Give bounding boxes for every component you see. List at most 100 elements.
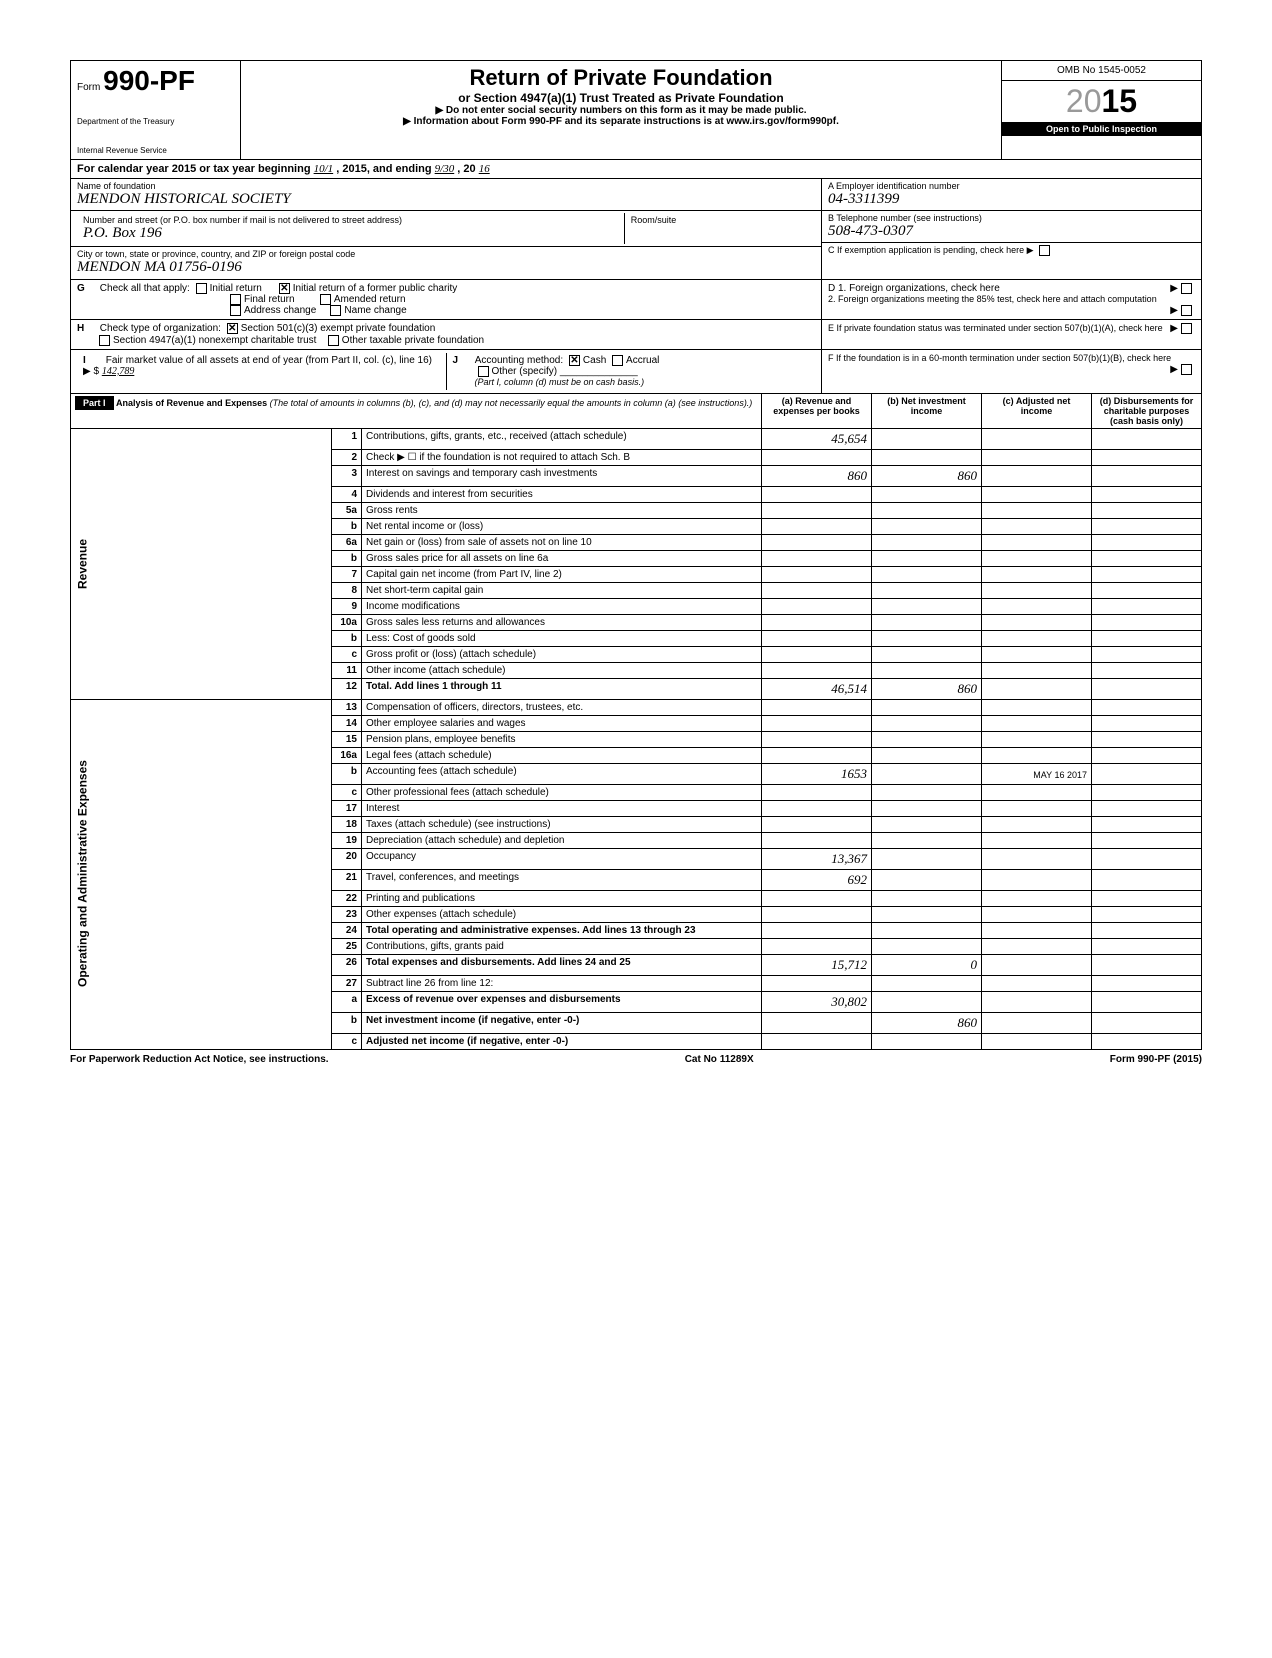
row-col-a[interactable] bbox=[762, 566, 872, 582]
row-col-d[interactable] bbox=[1092, 630, 1202, 646]
row-col-b[interactable] bbox=[872, 784, 982, 800]
row-col-c[interactable] bbox=[982, 566, 1092, 582]
j-accrual[interactable] bbox=[612, 355, 623, 366]
row-col-a[interactable] bbox=[762, 502, 872, 518]
row-col-d[interactable] bbox=[1092, 566, 1202, 582]
row-col-c[interactable] bbox=[982, 699, 1092, 715]
row-col-c[interactable]: MAY 16 2017 bbox=[982, 763, 1092, 784]
row-col-d[interactable] bbox=[1092, 763, 1202, 784]
row-col-d[interactable] bbox=[1092, 582, 1202, 598]
row-col-d[interactable] bbox=[1092, 1012, 1202, 1033]
g-initial-return[interactable] bbox=[196, 283, 207, 294]
row-col-b[interactable] bbox=[872, 763, 982, 784]
row-col-d[interactable] bbox=[1092, 699, 1202, 715]
row-col-b[interactable] bbox=[872, 614, 982, 630]
row-col-d[interactable] bbox=[1092, 518, 1202, 534]
row-col-d[interactable] bbox=[1092, 954, 1202, 975]
row-col-b[interactable] bbox=[872, 906, 982, 922]
row-col-b[interactable] bbox=[872, 502, 982, 518]
row-col-b[interactable] bbox=[872, 518, 982, 534]
row-col-a[interactable] bbox=[762, 1012, 872, 1033]
row-col-a[interactable]: 13,367 bbox=[762, 848, 872, 869]
row-col-b[interactable] bbox=[872, 747, 982, 763]
row-col-a[interactable]: 30,802 bbox=[762, 991, 872, 1012]
row-col-c[interactable] bbox=[982, 715, 1092, 731]
row-col-c[interactable] bbox=[982, 428, 1092, 449]
g-address-change[interactable] bbox=[230, 305, 241, 316]
row-col-c[interactable] bbox=[982, 848, 1092, 869]
row-col-b[interactable] bbox=[872, 848, 982, 869]
row-col-b[interactable]: 0 bbox=[872, 954, 982, 975]
row-col-a[interactable] bbox=[762, 662, 872, 678]
row-col-b[interactable] bbox=[872, 832, 982, 848]
j-other[interactable] bbox=[478, 366, 489, 377]
i-value[interactable]: 142,789 bbox=[102, 366, 135, 377]
row-col-d[interactable] bbox=[1092, 465, 1202, 486]
row-col-b[interactable] bbox=[872, 975, 982, 991]
row-col-c[interactable] bbox=[982, 630, 1092, 646]
row-col-b[interactable]: 860 bbox=[872, 678, 982, 699]
row-col-b[interactable] bbox=[872, 630, 982, 646]
row-col-a[interactable] bbox=[762, 646, 872, 662]
ein-value[interactable]: 04-3311399 bbox=[828, 191, 1195, 208]
row-col-c[interactable] bbox=[982, 816, 1092, 832]
c-checkbox[interactable] bbox=[1039, 245, 1050, 256]
row-col-b[interactable] bbox=[872, 428, 982, 449]
row-col-b[interactable] bbox=[872, 534, 982, 550]
row-col-a[interactable]: 1653 bbox=[762, 763, 872, 784]
row-col-a[interactable]: 46,514 bbox=[762, 678, 872, 699]
row-col-b[interactable] bbox=[872, 800, 982, 816]
row-col-c[interactable] bbox=[982, 922, 1092, 938]
row-col-a[interactable]: 15,712 bbox=[762, 954, 872, 975]
foundation-name[interactable]: MENDON HISTORICAL SOCIETY bbox=[77, 191, 815, 208]
g-final-return[interactable] bbox=[230, 294, 241, 305]
row-col-a[interactable] bbox=[762, 598, 872, 614]
h-4947[interactable] bbox=[99, 335, 110, 346]
calyear-endyear[interactable]: 16 bbox=[479, 163, 490, 175]
row-col-b[interactable] bbox=[872, 646, 982, 662]
row-col-a[interactable] bbox=[762, 922, 872, 938]
row-col-a[interactable] bbox=[762, 486, 872, 502]
f-checkbox[interactable] bbox=[1181, 364, 1192, 375]
row-col-a[interactable] bbox=[762, 1033, 872, 1049]
row-col-a[interactable] bbox=[762, 715, 872, 731]
calyear-begin[interactable]: 10/1 bbox=[314, 163, 334, 175]
row-col-d[interactable] bbox=[1092, 646, 1202, 662]
row-col-d[interactable] bbox=[1092, 938, 1202, 954]
row-col-a[interactable] bbox=[762, 550, 872, 566]
row-col-d[interactable] bbox=[1092, 922, 1202, 938]
row-col-a[interactable] bbox=[762, 975, 872, 991]
row-col-d[interactable] bbox=[1092, 486, 1202, 502]
row-col-a[interactable] bbox=[762, 731, 872, 747]
row-col-d[interactable] bbox=[1092, 800, 1202, 816]
row-col-b[interactable] bbox=[872, 486, 982, 502]
g-initial-former[interactable] bbox=[279, 283, 290, 294]
row-col-a[interactable]: 860 bbox=[762, 465, 872, 486]
h-501c3[interactable] bbox=[227, 323, 238, 334]
row-col-b[interactable] bbox=[872, 890, 982, 906]
row-col-c[interactable] bbox=[982, 662, 1092, 678]
row-col-c[interactable] bbox=[982, 800, 1092, 816]
row-col-d[interactable] bbox=[1092, 534, 1202, 550]
row-col-c[interactable] bbox=[982, 646, 1092, 662]
foundation-city[interactable]: MENDON MA 01756-0196 bbox=[77, 259, 815, 276]
row-col-a[interactable] bbox=[762, 832, 872, 848]
row-col-a[interactable] bbox=[762, 449, 872, 465]
row-col-a[interactable] bbox=[762, 747, 872, 763]
row-col-a[interactable] bbox=[762, 518, 872, 534]
row-col-d[interactable] bbox=[1092, 832, 1202, 848]
row-col-a[interactable] bbox=[762, 906, 872, 922]
row-col-d[interactable] bbox=[1092, 614, 1202, 630]
row-col-c[interactable] bbox=[982, 832, 1092, 848]
row-col-c[interactable] bbox=[982, 747, 1092, 763]
row-col-c[interactable] bbox=[982, 1033, 1092, 1049]
row-col-a[interactable] bbox=[762, 699, 872, 715]
row-col-d[interactable] bbox=[1092, 890, 1202, 906]
phone-value[interactable]: 508-473-0307 bbox=[828, 223, 1195, 240]
row-col-d[interactable] bbox=[1092, 428, 1202, 449]
h-other-taxable[interactable] bbox=[328, 335, 339, 346]
row-col-d[interactable] bbox=[1092, 678, 1202, 699]
row-col-b[interactable] bbox=[872, 699, 982, 715]
row-col-b[interactable] bbox=[872, 715, 982, 731]
row-col-c[interactable] bbox=[982, 991, 1092, 1012]
